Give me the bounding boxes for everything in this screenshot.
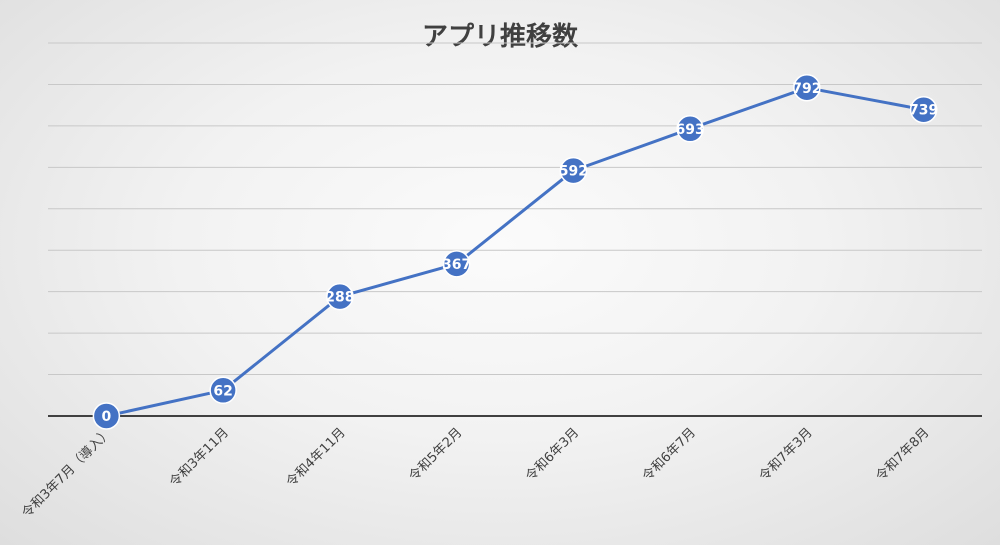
data-point-marker [209, 376, 237, 405]
x-tick-label: 令和7年3月 [757, 425, 816, 484]
series-line [106, 86, 924, 418]
chart-title: アプリ推移数 [422, 22, 579, 52]
data-point-marker [442, 250, 471, 278]
x-tick-label: 令和3年7月（導入） [19, 425, 115, 521]
data-label: 739 [909, 103, 938, 119]
series-line-layer [106, 86, 924, 418]
data-label: 367 [442, 257, 471, 273]
x-axis-tick-labels: 令和3年7月（導入） 令和3年11月 令和4年11月 令和5年2月 令和6年3月 令和6年… [19, 425, 932, 521]
data-label: 792 [792, 81, 821, 97]
x-tick-label: 令和6年3月 [523, 425, 582, 484]
data-label: 693 [676, 122, 705, 138]
data-point-marker [326, 282, 354, 311]
x-tick-label: 令和4年11月 [284, 425, 349, 490]
x-tick-label: 令和6年7月 [640, 425, 699, 484]
x-tick-label: 令和3年11月 [167, 425, 232, 490]
data-point-marker [676, 115, 704, 143]
x-tick-label: 令和7年8月 [873, 425, 932, 484]
data-label: 288 [325, 290, 354, 306]
data-point-marker [909, 95, 938, 124]
data-point-marker [793, 74, 821, 102]
data-label: 0 [102, 409, 112, 425]
data-label: 592 [559, 164, 588, 180]
data-point-marker [559, 156, 588, 185]
data-label: 62 [213, 383, 232, 399]
data-points: 0 62 288 367 592 693 792 739 [92, 74, 938, 430]
gridlines [48, 42, 982, 417]
x-tick-label: 令和5年2月 [406, 425, 465, 484]
data-point-marker [92, 402, 121, 430]
